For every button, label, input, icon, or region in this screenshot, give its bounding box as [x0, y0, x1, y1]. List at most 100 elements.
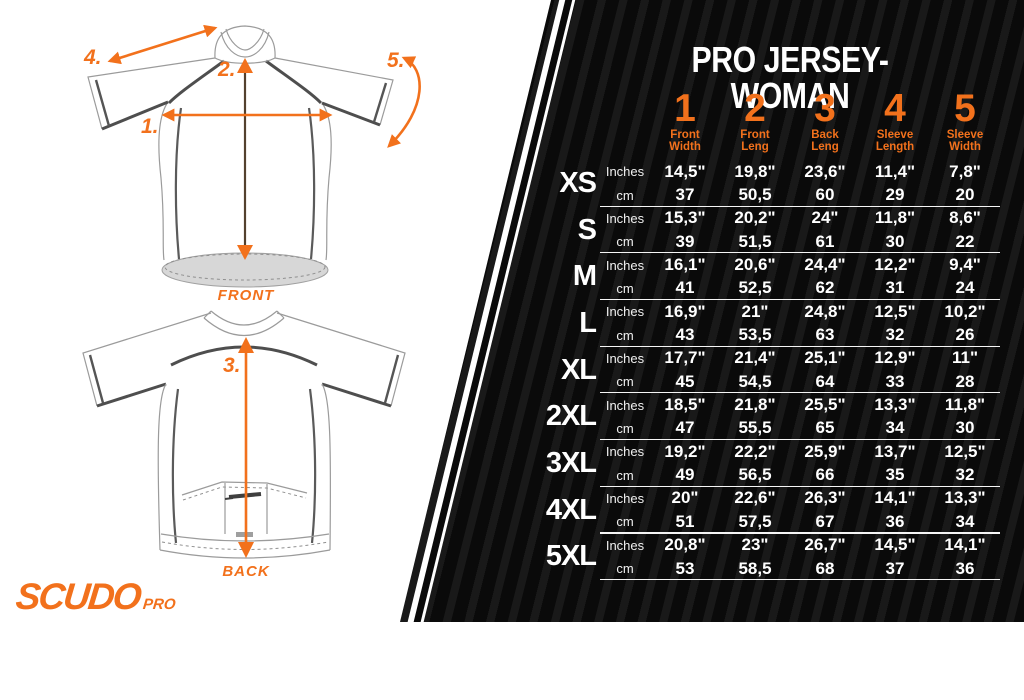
column-label-line2: Width — [669, 141, 701, 153]
column-header-5: 5 Sleeve Width — [930, 89, 1000, 153]
column-header-1: 1 Front Width — [650, 87, 720, 153]
column-label-line1: Sleeve — [876, 129, 914, 141]
column-label-line2: Width — [949, 141, 981, 153]
value-inches: 9,4" — [949, 255, 981, 275]
unit-label-cm: cm — [616, 327, 634, 343]
column-headers: 1 Front Width 2 Front Leng 3 Back Leng 4 Sleeve Len… — [650, 87, 1000, 153]
unit-label-inches: Inches — [605, 444, 645, 460]
value-cm: 58,5 — [738, 558, 772, 578]
measure-2-label: 2. — [218, 58, 236, 81]
column-number: 1 — [674, 87, 696, 130]
value-inches: 20,8" — [664, 535, 706, 555]
size-label: XL — [560, 353, 597, 386]
value-cm: 56,5 — [738, 465, 772, 485]
value-cm: 63 — [815, 325, 835, 345]
column-header-3: 3 Back Leng — [790, 89, 860, 153]
value-inches: 11,8" — [874, 208, 916, 228]
unit-label-inches: Inches — [605, 537, 645, 553]
value-inches: 24,8" — [804, 301, 846, 321]
value-cm: 32 — [955, 465, 975, 485]
measure-3-label: 3. — [223, 354, 241, 377]
column-label-line2: Leng — [741, 141, 769, 153]
column-label: Sleeve Length — [860, 129, 930, 153]
unit-label-cm: cm — [616, 420, 634, 436]
value-cm: 30 — [885, 231, 905, 251]
measure-2-arrow-down — [237, 245, 253, 260]
value-cm: 43 — [675, 325, 695, 345]
value-inches: 22,6" — [734, 488, 776, 508]
value-inches: 16,9" — [664, 301, 706, 321]
size-row-4XL: 4XL Inches cm 20" 22,6" 26,3" 14,1" 13,3" 51 57,5… — [530, 487, 1000, 534]
value-inches: 21,4" — [734, 348, 776, 368]
value-inches: 19,8" — [734, 161, 776, 181]
unit-label-inches: Inches — [605, 350, 645, 366]
size-row-2XL: 2XL Inches cm 18,5" 21,8" 25,5" 13,3" 11,8" 47 55… — [530, 393, 1000, 440]
size-row-XL: XL Inches cm 17,7" 21,4" 25,1" 12,9" 11" 45 54,5 6… — [530, 347, 1000, 394]
value-cm: 60 — [815, 185, 835, 205]
measure-5-label: 5. — [387, 49, 405, 72]
size-row-5XL: 5XL Inches cm 20,8" 23" 26,7" 14,5" 14,1" 53 58,5… — [530, 534, 1000, 581]
column-label: Front Width — [650, 129, 720, 153]
measure-1-label: 1. — [141, 115, 159, 138]
unit-label-cm: cm — [616, 187, 634, 203]
measure-4-arrow — [107, 24, 218, 65]
value-cm: 32 — [885, 325, 905, 345]
value-inches: 18,5" — [664, 395, 706, 415]
size-row-M: M Inches cm 16,1" 20,6" 24,4" 12,2" 9,4" 41 52,5 6… — [530, 253, 1000, 300]
size-label: XS — [559, 166, 597, 199]
value-inches: 26,7" — [804, 535, 846, 555]
value-inches: 25,5" — [804, 395, 846, 415]
value-inches: 14,5" — [874, 535, 916, 555]
value-cm: 37 — [885, 558, 905, 578]
value-cm: 33 — [885, 371, 905, 391]
value-inches: 24,4" — [804, 255, 846, 275]
unit-label-inches: Inches — [605, 164, 645, 180]
front-view-label: FRONT — [217, 287, 275, 304]
unit-label-inches: Inches — [605, 257, 645, 273]
column-label-line2: Length — [875, 141, 915, 153]
value-cm: 55,5 — [738, 418, 772, 438]
value-inches: 14,1" — [944, 535, 986, 555]
column-label: Front Leng — [720, 129, 790, 153]
value-cm: 47 — [675, 418, 695, 438]
unit-label-inches: Inches — [605, 490, 645, 506]
size-row-S: S Inches cm 15,3" 20,2" 24" 11,8" 8,6" 39 51,5 61 3… — [530, 207, 1000, 254]
value-inches: 16,1" — [664, 255, 706, 275]
value-cm: 67 — [815, 511, 835, 531]
value-inches: 13,3" — [874, 395, 916, 415]
column-label-line2: Leng — [811, 141, 839, 153]
value-inches: 20" — [671, 488, 699, 508]
value-cm: 34 — [885, 418, 905, 438]
value-cm: 54,5 — [738, 371, 772, 391]
column-label-line1: Back — [811, 129, 839, 141]
unit-label-cm: cm — [616, 234, 634, 250]
unit-label-inches: Inches — [605, 397, 645, 413]
value-cm: 36 — [955, 558, 975, 578]
page-title: PRO JERSEY-WOMAN — [691, 39, 889, 116]
value-cm: 65 — [815, 418, 835, 438]
value-cm: 31 — [885, 278, 905, 298]
value-inches: 14,1" — [874, 488, 916, 508]
column-number: 4 — [884, 87, 906, 130]
value-cm: 51 — [675, 511, 695, 531]
unit-label-cm: cm — [616, 561, 634, 577]
size-label: L — [579, 306, 597, 339]
column-label-line1: Sleeve — [946, 129, 984, 141]
back-hem-tab — [236, 532, 253, 537]
unit-label-inches: Inches — [605, 304, 645, 320]
measure-2-arrow-up — [237, 58, 253, 73]
value-inches: 20,6" — [734, 255, 776, 275]
value-inches: 12,5" — [944, 441, 986, 461]
unit-label-inches: Inches — [605, 210, 645, 226]
page-root: 4. 2. 5. 1. 3. FRONT BACK SCUDOPRO PRO J… — [14, 0, 1024, 622]
column-header-4: 4 Sleeve Length — [860, 87, 930, 153]
measure-5-arrow — [387, 56, 421, 148]
value-cm: 24 — [955, 278, 975, 298]
value-cm: 30 — [955, 418, 975, 438]
size-label: 5XL — [545, 540, 597, 573]
value-cm: 36 — [885, 511, 905, 531]
jersey-back-diagram — [82, 310, 406, 559]
unit-label-cm: cm — [616, 467, 634, 483]
value-cm: 53 — [675, 558, 695, 578]
column-label-line1: Front — [670, 129, 700, 141]
